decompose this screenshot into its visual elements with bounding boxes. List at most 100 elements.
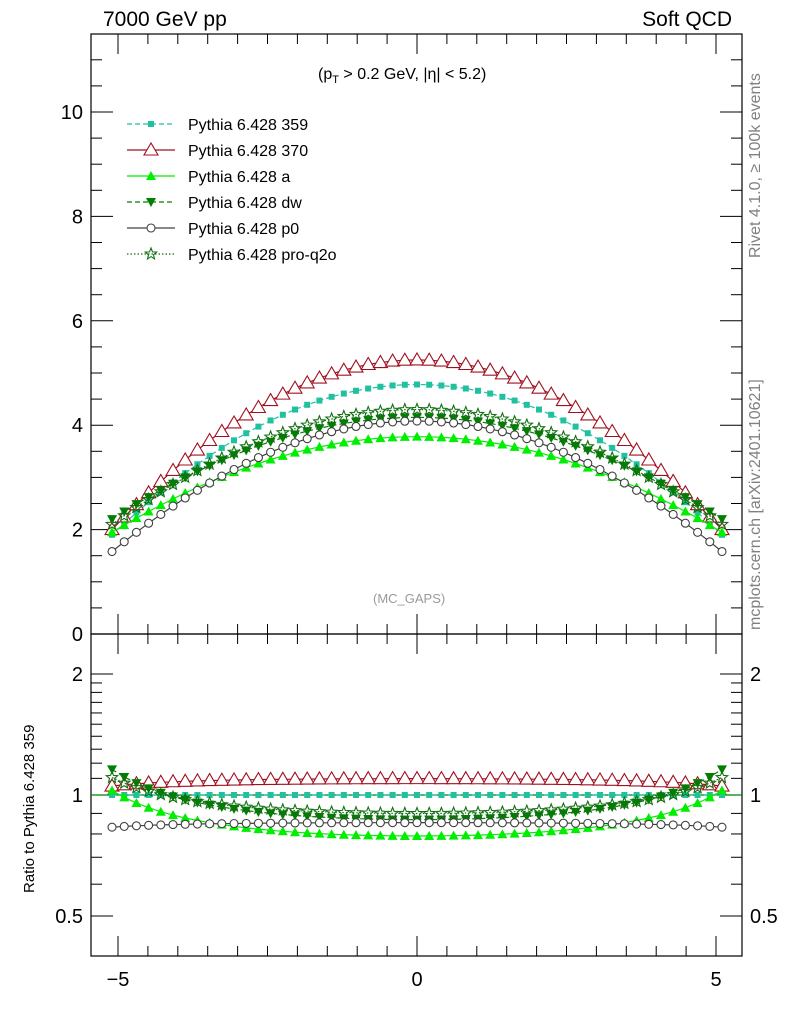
ratio-point-p359: [206, 792, 213, 798]
ratio-point-pq2o: [251, 800, 266, 815]
data-point-pdw: [704, 507, 715, 517]
data-point-pq2o: [251, 434, 266, 448]
ratio-point-p370: [250, 771, 267, 786]
ratio-point-pq2o: [653, 789, 669, 804]
data-point-pq2o: [178, 469, 193, 484]
data-point-pa: [168, 493, 179, 503]
ratio-point-p359: [255, 792, 262, 798]
data-point-pp0: [339, 424, 349, 434]
data-point-p359: [353, 387, 360, 394]
ratio-point-pp0: [107, 822, 117, 832]
data-point-pa: [107, 527, 118, 537]
ratio-point-pq2o: [678, 783, 693, 798]
ratio-point-pq2o: [519, 803, 534, 818]
series-line-pq2o: [111, 408, 723, 525]
data-point-pq2o: [641, 469, 656, 484]
ratio-point-p370: [470, 770, 486, 785]
data-point-p359: [292, 406, 299, 413]
data-point-pa: [448, 433, 459, 443]
ratio-point-pa: [107, 785, 118, 795]
data-point-p370: [213, 423, 230, 438]
data-point-p370: [287, 380, 303, 394]
data-point-p370: [396, 352, 413, 366]
data-point-p370: [360, 356, 377, 371]
data-point-p359: [267, 417, 274, 424]
data-point-pp0: [497, 427, 507, 437]
ratio-point-p370: [531, 771, 547, 785]
data-point-pq2o: [580, 439, 595, 453]
ratio-point-p370: [592, 771, 608, 786]
ratio-point-pp0: [144, 820, 154, 830]
data-point-p370: [470, 358, 486, 373]
data-point-pq2o: [434, 402, 449, 417]
main-ytick-label: 2: [72, 520, 83, 542]
ratio-point-pp0: [632, 819, 642, 829]
data-point-p370: [262, 392, 279, 407]
data-point-pa: [338, 437, 349, 447]
data-point-pa: [424, 431, 435, 441]
data-point-pq2o: [568, 434, 583, 448]
legend-label-p370: Pythia 6.428 370: [188, 143, 308, 160]
ratio-point-pp0: [424, 818, 434, 828]
ratio-series-group: [91, 765, 742, 840]
ratio-point-pa: [338, 829, 349, 839]
data-point-pq2o: [312, 414, 327, 428]
ratio-point-p370: [262, 771, 279, 785]
ratio-point-p359: [535, 792, 542, 798]
data-point-pp0: [107, 546, 117, 557]
ratio-point-p359: [292, 792, 299, 798]
ratio-point-pq2o: [580, 799, 595, 814]
data-point-p370: [592, 414, 608, 429]
data-point-pa: [497, 439, 508, 449]
ratio-point-p370: [177, 773, 194, 787]
ratio-point-p359: [596, 792, 603, 798]
data-point-pdw: [326, 421, 337, 431]
cut-label-sub: T: [332, 74, 339, 87]
data-point-p370: [482, 362, 499, 376]
ratio-point-p370: [213, 772, 230, 786]
data-point-pq2o: [117, 508, 132, 522]
ratio-point-pq2o: [275, 802, 290, 816]
ratio-point-pa: [546, 826, 557, 836]
ratio-point-pq2o: [239, 799, 254, 814]
data-point-pq2o: [263, 429, 278, 444]
data-point-pdw: [192, 467, 203, 477]
data-point-p359: [389, 382, 396, 389]
data-point-pq2o: [483, 408, 498, 423]
ratio-ytick-label-right: 2: [750, 664, 761, 686]
ratio-point-pp0: [205, 819, 215, 829]
cut-label: (pT > 0.2 GeV, |η| < 5.2): [318, 66, 486, 86]
ratio-point-p370: [372, 770, 389, 785]
ratio-point-p370: [445, 770, 462, 785]
ratio-point-pq2o: [690, 780, 705, 794]
ratio-point-pa: [387, 830, 398, 840]
ratio-point-pp0: [668, 820, 678, 830]
ratio-point-pa: [680, 802, 691, 812]
data-point-pa: [533, 447, 544, 457]
ratio-point-pq2o: [702, 775, 717, 790]
ratio-point-p359: [328, 792, 335, 798]
ratio-point-p370: [665, 774, 682, 788]
ratio-point-pq2o: [592, 798, 608, 813]
data-point-p370: [543, 386, 560, 400]
ratio-point-p359: [511, 792, 518, 798]
data-point-p370: [372, 354, 389, 369]
data-point-pp0: [461, 419, 471, 430]
data-point-pq2o: [458, 405, 473, 419]
data-point-pa: [290, 447, 301, 457]
ratio-point-pa: [472, 830, 483, 840]
data-point-pa: [680, 506, 691, 516]
ratio-point-p370: [567, 771, 584, 786]
ratio-xtick-label: 5: [710, 969, 721, 991]
ratio-point-pp0: [693, 821, 703, 831]
ratio-point-p370: [201, 772, 218, 787]
data-point-p359: [255, 423, 262, 430]
data-point-pa: [485, 437, 496, 447]
header-process-label: Soft QCD: [642, 8, 732, 31]
ratio-point-pp0: [607, 819, 617, 829]
legend-label-pdw: Pythia 6.428 dw: [188, 195, 302, 212]
legend-marker-pa: [146, 171, 156, 180]
data-point-pp0: [412, 416, 422, 426]
data-point-pdw: [143, 493, 154, 503]
data-point-pq2o: [141, 491, 156, 506]
